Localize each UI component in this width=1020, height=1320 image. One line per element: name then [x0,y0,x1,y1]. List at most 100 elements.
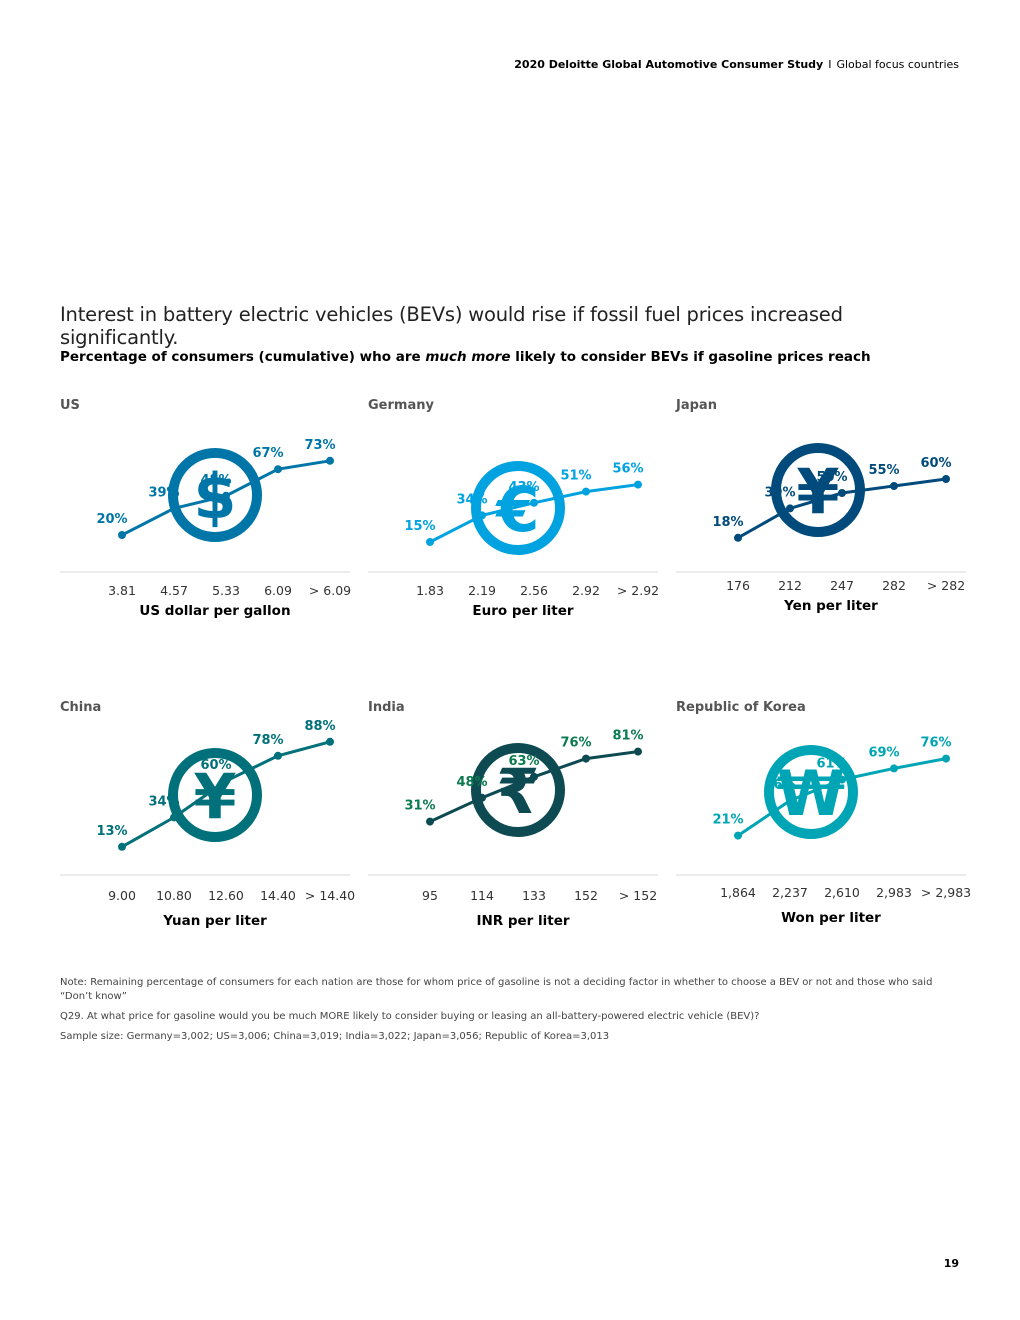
data-label: 39% [764,485,795,500]
data-point [582,754,590,763]
data-label: 13% [96,824,127,839]
section-name: Global focus countries [836,58,959,71]
country-title: Republic of Korea [676,700,806,715]
icon-ring [168,448,262,542]
data-point [838,489,846,497]
data-label: 60% [200,758,231,773]
chart-svg: ₩21% 1,864 46% 2,237 61% 2,610 69% 2,983 76% > 2,… [676,736,971,926]
data-label: 15% [404,519,435,534]
x-axis-label: Yen per liter [783,598,878,614]
x-tick-label: 10.80 [156,888,192,903]
icon-glyph: ¥ [193,760,236,833]
data-label: 88% [304,719,335,734]
data-label: 69% [868,745,899,760]
x-tick-label: > 152 [619,888,657,903]
x-tick-label: 1.83 [416,583,444,598]
data-label: 39% [148,485,179,500]
data-point [942,475,950,483]
data-point [634,747,642,756]
data-point [478,793,486,802]
data-label: 50% [816,470,847,485]
data-point [170,813,178,822]
x-tick-label: > 2,983 [921,885,971,900]
data-point [326,737,334,746]
x-tick-label: 2,237 [772,885,808,900]
x-tick-label: > 282 [927,578,965,593]
x-tick-label: 3.81 [108,583,136,598]
headline: Interest in battery electric vehicles (B… [60,303,843,349]
chart-svg: ₹31% 95 48% 114 63% 133 76% 152 81% > 152 INR per … [368,729,658,929]
data-point [478,511,486,520]
x-tick-label: 176 [726,578,750,593]
data-label: 56% [612,462,643,477]
x-tick-label: > 2.92 [617,583,659,598]
data-point [274,751,282,760]
data-point [890,764,898,773]
chart-panel-us: US $20% 3.81 39% 4.57 48% 5.33 67% 6.09 73% > 6.0… [60,398,351,658]
country-title: US [60,398,80,413]
x-tick-label: 6.09 [264,583,292,598]
data-point [786,504,794,513]
data-label: 48% [200,473,231,488]
data-label: 63% [508,754,539,769]
data-point [426,817,434,826]
page-number: 19 [943,1257,959,1270]
data-label: 61% [816,757,847,772]
data-label: 18% [712,515,743,530]
chart-svg: ¥18% 176 39% 212 50% 247 55% 282 60% > 282 Yen per… [676,443,966,614]
header-separator: I [828,58,832,71]
data-label: 21% [712,813,743,828]
data-point [786,796,794,805]
data-label: 67% [252,446,283,461]
x-tick-label: 247 [830,578,854,593]
dollar-sign-icon: $ [168,448,262,542]
x-tick-label: > 14.40 [305,888,355,903]
data-point [838,775,846,784]
report-header: 2020 Deloitte Global Automotive Consumer… [514,58,959,71]
data-label: 34% [456,492,487,507]
data-point [170,504,178,513]
data-point [734,831,742,840]
data-label: 34% [148,794,179,809]
x-tick-label: 5.33 [212,583,240,598]
footnotes: Note: Remaining percentage of consumers … [60,976,960,1050]
chart-panel-korea: Republic of Korea ₩21% 1,864 46% 2,237 61% 2,… [676,700,971,960]
data-label: 81% [612,729,643,744]
data-label: 78% [252,733,283,748]
data-point [942,754,950,763]
chart-svg: ¥13% 9.00 34% 10.80 60% 12.60 78% 14.40 88% > 14.… [60,719,355,929]
x-tick-label: 2.56 [520,583,548,598]
data-point [326,456,334,465]
x-tick-label: 12.60 [208,888,244,903]
icon-ring [168,748,262,842]
x-tick-label: 9.00 [108,888,136,903]
x-axis-label: Yuan per liter [162,913,267,929]
data-label: 20% [96,512,127,527]
icon-ring [471,743,565,837]
data-label: 31% [404,799,435,814]
data-point [634,480,642,489]
x-axis-label: Won per liter [781,910,881,926]
x-tick-label: 14.40 [260,888,296,903]
yuan-sign-icon: ¥ [168,748,262,842]
data-point [222,491,230,500]
country-title: India [368,700,405,715]
data-label: 43% [508,480,539,495]
chart-panel-germany: Germany €15% 1.83 34% 2.19 43% 2.56 51% 2.92 56%… [368,398,659,658]
yen-sign-icon: ¥ [771,443,865,537]
x-axis-label: US dollar per gallon [139,603,290,619]
data-point [890,482,898,490]
data-point [734,533,742,542]
chart-svg: $20% 3.81 39% 4.57 48% 5.33 67% 6.09 73% > 6.09 US… [60,438,351,619]
icon-glyph: ¥ [796,455,839,528]
x-tick-label: 2,610 [824,885,860,900]
icon-ring [471,461,565,555]
data-point [118,531,126,539]
data-label: 48% [456,775,487,790]
x-axis-label: Euro per liter [472,603,574,619]
x-tick-label: 2,983 [876,885,912,900]
country-title: China [60,700,102,715]
data-label: 46% [764,778,795,793]
data-point [118,842,126,851]
sample-size-text: Sample size: Germany=3,002; US=3,006; Ch… [60,1031,610,1042]
